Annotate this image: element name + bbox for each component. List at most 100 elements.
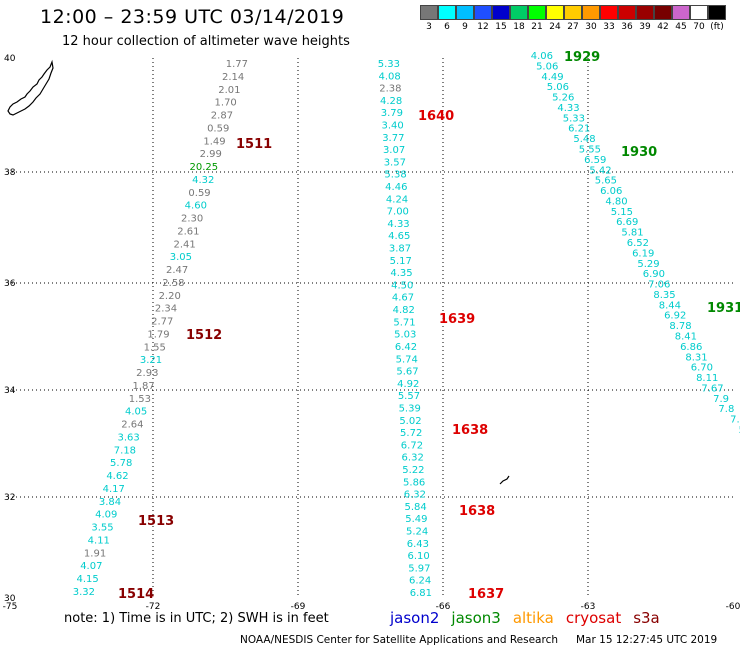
wave-height-value: 5 — [739, 425, 740, 436]
satellite-s3a: s3a — [633, 609, 660, 627]
lat-label: 32 — [4, 493, 15, 503]
wave-height-value: 6.24 — [409, 576, 431, 587]
lat-label: 30 — [4, 594, 16, 604]
pass-time-label: 1638 — [459, 504, 495, 519]
wave-height-value: 4.05 — [125, 407, 147, 418]
credit-text: NOAA/NESDIS Center for Satellite Applica… — [240, 634, 558, 646]
wave-height-value: 1.70 — [215, 98, 237, 109]
legend-swatch — [672, 5, 690, 20]
wave-height-value: 5.29 — [637, 259, 659, 270]
legend-swatch — [510, 5, 528, 20]
legend-tick: 33 — [603, 22, 615, 32]
wave-height-value: 4.07 — [80, 561, 102, 572]
wave-height-value: 2.87 — [211, 111, 233, 122]
legend-swatch — [564, 5, 582, 20]
legend-swatch — [546, 5, 564, 20]
wave-height-value: 4.80 — [605, 196, 627, 207]
wave-height-value: 4.17 — [103, 484, 125, 495]
wave-height-value: 3.87 — [389, 244, 411, 255]
coastline — [7, 59, 510, 485]
island-path — [499, 475, 510, 485]
wave-height-value: 5.24 — [406, 526, 428, 537]
lat-label: 34 — [4, 386, 16, 396]
legend-tick: 24 — [549, 22, 561, 32]
legend-tick: 21 — [531, 22, 543, 32]
wave-height-value: 4.65 — [388, 231, 410, 242]
wave-height-value: 3.84 — [99, 497, 121, 508]
wave-height-value: 5.39 — [399, 403, 421, 414]
wave-height-value: 4.11 — [88, 535, 110, 546]
wave-height-value: 20.25 — [190, 162, 219, 173]
wave-height-value: 2.20 — [159, 291, 181, 302]
wave-height-value: 5.57 — [398, 391, 420, 402]
wave-height-value: 2.01 — [218, 85, 240, 96]
legend-tick: 39 — [639, 22, 651, 32]
wave-height-value: 5.72 — [400, 428, 422, 439]
wave-height-value: 5.42 — [589, 165, 611, 176]
wave-height-value: 5.15 — [611, 207, 633, 218]
coastline-path — [7, 59, 54, 116]
legend-ticks: 3 6 9 12 15 18 21 24 27 30 33 36 39 42 45 70 (ft) — [420, 22, 726, 32]
pass-time-label: 1930 — [621, 145, 657, 160]
wave-height-value: 4.92 — [397, 379, 419, 390]
wave-height-value: 7. — [730, 415, 740, 426]
pass-time-label: 1513 — [138, 514, 174, 529]
credit-line: NOAA/NESDIS Center for Satellite Applica… — [240, 634, 735, 646]
grid-lines — [8, 58, 733, 598]
wave-height-value: 3.57 — [384, 157, 406, 168]
wave-height-value: 5.48 — [573, 134, 595, 145]
wave-height-value: 1.53 — [129, 394, 151, 405]
lon-label: -72 — [146, 602, 161, 612]
wave-height-value: 6.81 — [410, 588, 432, 599]
wave-height-value: 4.49 — [541, 72, 563, 83]
lat-label: 36 — [4, 279, 16, 289]
wave-height-value: 6.70 — [691, 363, 713, 374]
wave-height-value: 5.02 — [399, 416, 421, 427]
wave-height-value: 4.82 — [393, 305, 415, 316]
wave-height-value: 5.03 — [394, 330, 416, 341]
wave-height-value: 6.19 — [632, 248, 654, 259]
wave-height-value: 6.10 — [408, 551, 430, 562]
wave-height-value: 5.06 — [547, 82, 569, 93]
legend-swatches — [420, 5, 726, 20]
wave-height-value: 6.42 — [395, 342, 417, 353]
legend-swatch — [492, 5, 510, 20]
pass-time-label: 1638 — [452, 423, 488, 438]
wave-height-value: 2.34 — [155, 304, 177, 315]
legend-tick: 6 — [444, 22, 450, 32]
legend-tick: 36 — [621, 22, 633, 32]
wave-height-value: 2.64 — [121, 420, 143, 431]
wave-height-value: 5.86 — [403, 477, 425, 488]
legend-tick: 12 — [477, 22, 489, 32]
legend-tick: 70 — [693, 22, 705, 32]
wave-height-value: 5.55 — [579, 145, 601, 156]
wave-height-value: 7.06 — [648, 280, 670, 291]
pass-time-label: 1929 — [564, 50, 600, 65]
wave-height-value: 7.18 — [114, 445, 136, 456]
wave-height-value: 5.84 — [405, 502, 427, 513]
axis-labels: -75 -72 -69 -66 -63 -60 40 38 36 34 32 30 — [3, 54, 740, 612]
wave-height-value: 1.55 — [144, 342, 166, 353]
track-values: 1.772.142.011.702.870.591.492.9920.254.3… — [73, 51, 740, 599]
lon-label: -66 — [436, 602, 451, 612]
wave-height-value: 1.87 — [132, 381, 154, 392]
lon-label: -75 — [3, 602, 18, 612]
lon-label: -63 — [581, 602, 596, 612]
wave-height-value: 4.06 — [531, 51, 553, 62]
legend-swatch — [456, 5, 474, 20]
wave-height-value: 6.69 — [616, 217, 638, 228]
wave-height-value: 2.99 — [200, 149, 222, 160]
wave-height-value: 5.33 — [378, 59, 400, 70]
wave-height-value: 5.17 — [390, 256, 412, 267]
legend-swatch — [420, 5, 438, 20]
wave-height-value: 6.72 — [401, 440, 423, 451]
lon-label: -69 — [291, 602, 306, 612]
wave-height-value: 8.78 — [669, 321, 691, 332]
wave-height-value: 8.31 — [685, 352, 707, 363]
pass-time-label: 1511 — [236, 137, 272, 152]
wave-height-value: 7.9 — [713, 394, 729, 405]
wave-height-value: 5.81 — [621, 228, 643, 239]
wave-height-value: 7.67 — [701, 383, 723, 394]
wave-height-value: 2.58 — [162, 278, 184, 289]
